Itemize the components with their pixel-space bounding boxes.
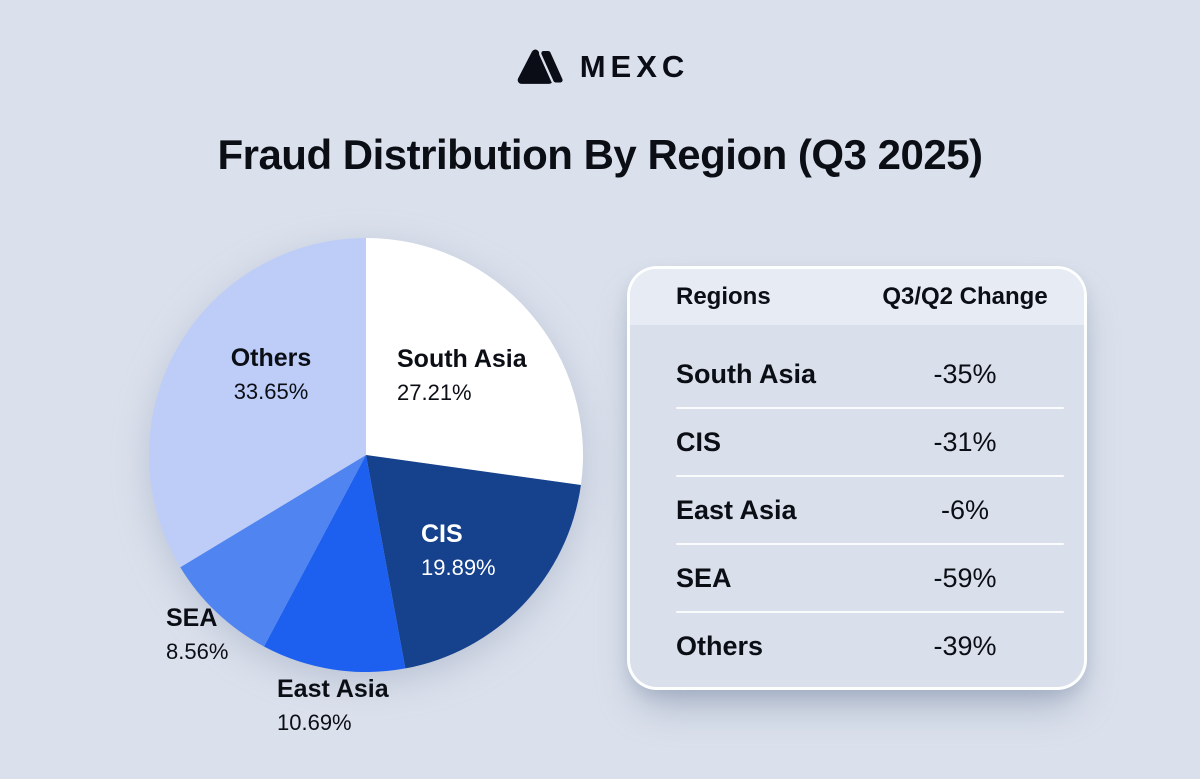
mexc-logo-mark-icon [517, 48, 565, 85]
slice-percent: 8.56% [166, 638, 229, 664]
region-cell: South Asia [676, 358, 817, 389]
table-row: South Asia -35% [630, 341, 1084, 407]
row-divider [676, 407, 1064, 409]
change-cell: -35% [933, 358, 997, 389]
pie-label-south-asia: South Asia 27.21% [397, 345, 527, 405]
pie-slice-east-asia [263, 455, 406, 672]
region-cell: SEA [676, 562, 732, 593]
column-header-regions: Regions [676, 283, 771, 310]
pie-slice-others [149, 238, 366, 568]
column-header-change: Q3/Q2 Change [882, 283, 1048, 310]
pie-slice-south-asia [366, 238, 583, 486]
pie-label-others: Others 33.65% [208, 344, 334, 404]
row-divider [676, 475, 1064, 477]
change-cell: -31% [933, 426, 997, 457]
change-cell: -59% [933, 562, 997, 593]
fraud-pie-chart [149, 238, 583, 672]
table-row: CIS -31% [630, 409, 1084, 475]
region-cell: Others [676, 630, 764, 661]
slice-name: East Asia [277, 675, 389, 703]
table-row: East Asia -6% [630, 477, 1084, 543]
pie-slice-sea [180, 455, 366, 647]
slice-percent: 19.89% [421, 554, 496, 580]
table-row: Others -39% [630, 613, 1084, 679]
mexc-wordmark: MEXC [579, 48, 690, 84]
pie-label-east-asia: East Asia 10.69% [277, 675, 389, 735]
table-header-row: Regions Q3/Q2 Change [630, 269, 1084, 325]
slice-percent: 10.69% [277, 709, 352, 735]
region-cell: East Asia [676, 494, 797, 525]
pie-label-sea: SEA 8.56% [166, 604, 228, 664]
row-divider [676, 543, 1064, 545]
slice-percent: 27.21% [397, 379, 472, 405]
pie-slice-cis [366, 455, 581, 669]
mexc-logo: MEXC [0, 44, 1200, 88]
slice-name: CIS [421, 520, 463, 548]
page-title: Fraud Distribution By Region (Q3 2025) [217, 131, 983, 178]
pie-label-cis: CIS 19.89% [421, 520, 496, 580]
slice-name: SEA [166, 604, 218, 632]
region-cell: CIS [676, 426, 722, 457]
change-cell: -39% [933, 630, 997, 661]
slice-percent: 33.65% [233, 378, 309, 404]
change-cell: -6% [940, 494, 989, 525]
row-divider [676, 611, 1064, 613]
table-body: South Asia -35% CIS -31% East Asia -6% S… [630, 325, 1084, 679]
slice-name: Others [230, 344, 312, 372]
table-row: SEA -59% [630, 545, 1084, 611]
regions-table-card: Regions Q3/Q2 Change South Asia -35% CIS… [627, 266, 1087, 690]
slice-name: South Asia [397, 345, 527, 373]
fraud-pie-chart-area [149, 238, 583, 672]
